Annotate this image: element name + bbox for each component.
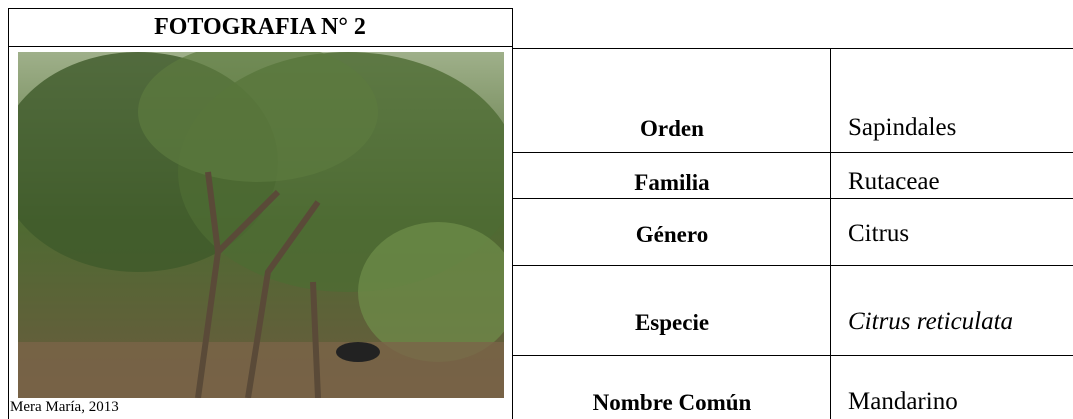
row-label: Orden: [640, 116, 704, 141]
row-value: Sapindales: [848, 114, 957, 141]
border: [8, 8, 9, 419]
row-value: Rutaceae: [848, 168, 940, 195]
photo: [18, 52, 504, 398]
row-border: [512, 198, 1073, 199]
border: [8, 46, 513, 47]
border: [512, 8, 513, 419]
row-label: Familia: [634, 170, 710, 195]
row-border: [512, 152, 1073, 153]
border: [512, 48, 1073, 49]
photo-title: FOTOGRAFIA N° 2: [154, 14, 366, 40]
row-label: Nombre Común: [592, 390, 752, 415]
row-value: Citrus: [848, 220, 910, 247]
border: [8, 8, 513, 9]
border: [830, 48, 831, 419]
row-value: Mandarino: [848, 388, 958, 415]
row-border: [512, 355, 1073, 356]
row-label: Género: [635, 222, 709, 247]
photo-caption: Mera María, 2013: [10, 399, 119, 415]
row-label: Especie: [634, 310, 710, 335]
row-value: Citrus reticulata: [848, 308, 1014, 335]
row-border: [512, 265, 1073, 266]
